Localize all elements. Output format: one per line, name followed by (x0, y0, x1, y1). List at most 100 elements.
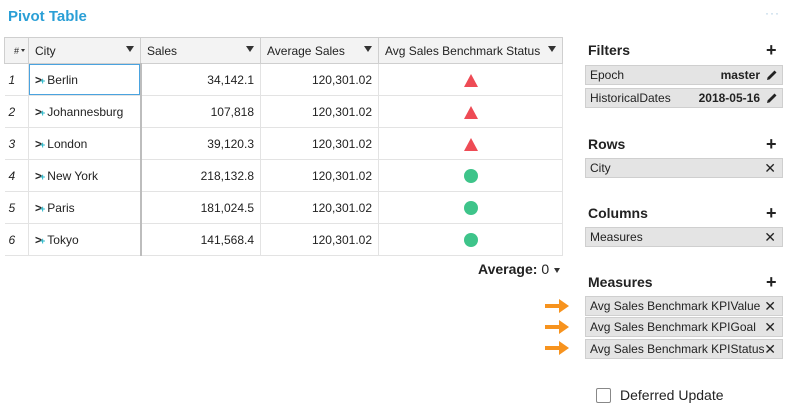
city-cell[interactable]: >+ Paris (28, 191, 142, 224)
add-column-icon[interactable]: + (766, 203, 777, 223)
city-name: Tokyo (47, 232, 79, 247)
table-row[interactable]: 2 >+ Johannesburg 107,818 120,301.02 (4, 95, 563, 128)
add-filter-icon[interactable]: + (766, 40, 777, 60)
column-header-index[interactable]: # (4, 37, 29, 64)
sales-cell[interactable]: 39,120.3 (140, 127, 261, 160)
add-measure-icon[interactable]: + (766, 272, 777, 292)
city-name: London (47, 136, 88, 151)
status-triangle-icon (463, 73, 478, 87)
deferred-update[interactable]: Deferred Update (596, 387, 724, 403)
measure-chip-kpi-goal[interactable]: Avg Sales Benchmark KPIGoal ✕ (585, 317, 783, 337)
average-sales-cell[interactable]: 120,301.02 (260, 127, 379, 160)
close-icon[interactable]: ✕ (764, 340, 776, 357)
row-index: 2 (4, 95, 29, 128)
average-value: 0 (541, 261, 550, 277)
column-chip-measures[interactable]: Measures ✕ (585, 227, 783, 247)
status-cell[interactable] (378, 159, 563, 192)
columns-title: Columns (588, 205, 648, 221)
measures-title: Measures (588, 274, 653, 290)
column-label: Measures (590, 230, 643, 244)
sales-cell[interactable]: 141,568.4 (140, 223, 261, 256)
measure-chip-kpi-value[interactable]: Avg Sales Benchmark KPIValue ✕ (585, 296, 783, 316)
measure-label: Avg Sales Benchmark KPIValue (590, 299, 761, 313)
pencil-icon[interactable] (766, 69, 778, 81)
sales-cell[interactable]: 107,818 (140, 95, 261, 128)
expand-icon[interactable]: >+ (35, 104, 46, 119)
status-cell[interactable] (378, 95, 563, 128)
column-header-city[interactable]: City (28, 37, 141, 64)
table-row[interactable]: 6 >+ Tokyo 141,568.4 120,301.02 (4, 223, 563, 256)
measure-label: Avg Sales Benchmark KPIStatus (590, 342, 765, 356)
arrow-right-icon (545, 341, 569, 355)
row-chip-city[interactable]: City ✕ (585, 158, 783, 178)
deferred-update-checkbox[interactable] (596, 387, 611, 403)
average-sales-cell[interactable]: 120,301.02 (260, 63, 379, 96)
row-label: City (590, 161, 611, 175)
table-row[interactable]: 3 >+ London 39,120.3 120,301.02 (4, 127, 563, 160)
filters-title: Filters (588, 42, 631, 58)
city-name: Paris (47, 200, 75, 215)
average-selector[interactable]: Average: 0 (478, 261, 561, 277)
close-icon[interactable]: ✕ (764, 297, 776, 314)
row-index: 5 (4, 191, 29, 224)
close-icon[interactable]: ✕ (764, 228, 776, 245)
sales-cell[interactable]: 34,142.1 (140, 63, 261, 96)
filter-value: 2018-05-16 (698, 91, 760, 105)
page-title: Pivot Table (8, 8, 87, 25)
expand-icon[interactable]: >+ (35, 136, 46, 151)
chevron-down-icon[interactable] (554, 267, 561, 273)
pivot-grid: # City Sales Average Sales Avg Sales Ben… (4, 37, 563, 256)
city-cell[interactable]: >+ London (28, 127, 142, 160)
sales-cell[interactable]: 218,132.8 (140, 159, 261, 192)
status-cell[interactable] (378, 63, 563, 96)
expand-icon[interactable]: >+ (35, 232, 46, 247)
arrow-right-icon (545, 320, 569, 334)
city-cell[interactable]: >+ New York (28, 159, 142, 192)
filter-label: Epoch (590, 68, 625, 82)
arrow-right-icon (545, 299, 569, 313)
sort-caret-icon[interactable] (21, 49, 25, 52)
average-sales-cell[interactable]: 120,301.02 (260, 223, 379, 256)
expand-icon[interactable]: >+ (35, 168, 46, 183)
average-sales-cell[interactable]: 120,301.02 (260, 159, 379, 192)
table-row[interactable]: 1 >+ Berlin 34,142.1 120,301.02 (4, 63, 563, 96)
dropdown-caret-icon[interactable] (126, 46, 134, 52)
expand-icon[interactable]: >+ (35, 200, 46, 215)
status-circle-icon (463, 168, 478, 183)
column-header-status[interactable]: Avg Sales Benchmark Status (378, 37, 563, 64)
status-cell[interactable] (378, 191, 563, 224)
expand-icon[interactable]: >+ (35, 72, 46, 87)
dropdown-caret-icon[interactable] (548, 46, 556, 52)
table-row[interactable]: 5 >+ Paris 181,024.5 120,301.02 (4, 191, 563, 224)
close-icon[interactable]: ✕ (764, 159, 776, 176)
column-header-average-sales[interactable]: Average Sales (260, 37, 379, 64)
city-name: Johannesburg (47, 104, 124, 119)
status-cell[interactable] (378, 223, 563, 256)
filter-chip-historical-dates[interactable]: HistoricalDates 2018-05-16 (585, 88, 783, 108)
sales-cell[interactable]: 181,024.5 (140, 191, 261, 224)
row-index: 6 (4, 223, 29, 256)
rows-title: Rows (588, 136, 626, 152)
average-sales-cell[interactable]: 120,301.02 (260, 95, 379, 128)
filter-chip-epoch[interactable]: Epoch master (585, 65, 783, 85)
dropdown-caret-icon[interactable] (246, 46, 254, 52)
status-circle-icon (463, 232, 478, 247)
city-cell[interactable]: >+ Johannesburg (28, 95, 142, 128)
city-cell[interactable]: >+ Tokyo (28, 223, 142, 256)
table-row[interactable]: 4 >+ New York 218,132.8 120,301.02 (4, 159, 563, 192)
row-index: 3 (4, 127, 29, 160)
pencil-icon[interactable] (766, 92, 778, 104)
more-dots-icon[interactable]: ··· (765, 6, 780, 20)
city-name: New York (47, 168, 98, 183)
close-icon[interactable]: ✕ (764, 318, 776, 335)
dropdown-caret-icon[interactable] (364, 46, 372, 52)
column-header-sales[interactable]: Sales (140, 37, 261, 64)
average-sales-cell[interactable]: 120,301.02 (260, 191, 379, 224)
add-row-icon[interactable]: + (766, 134, 777, 154)
measure-chip-kpi-status[interactable]: Avg Sales Benchmark KPIStatus ✕ (585, 339, 783, 359)
status-triangle-icon (463, 105, 478, 119)
filter-label: HistoricalDates (590, 91, 671, 105)
city-cell[interactable]: >+ Berlin (28, 63, 142, 96)
status-circle-icon (463, 200, 478, 215)
status-cell[interactable] (378, 127, 563, 160)
